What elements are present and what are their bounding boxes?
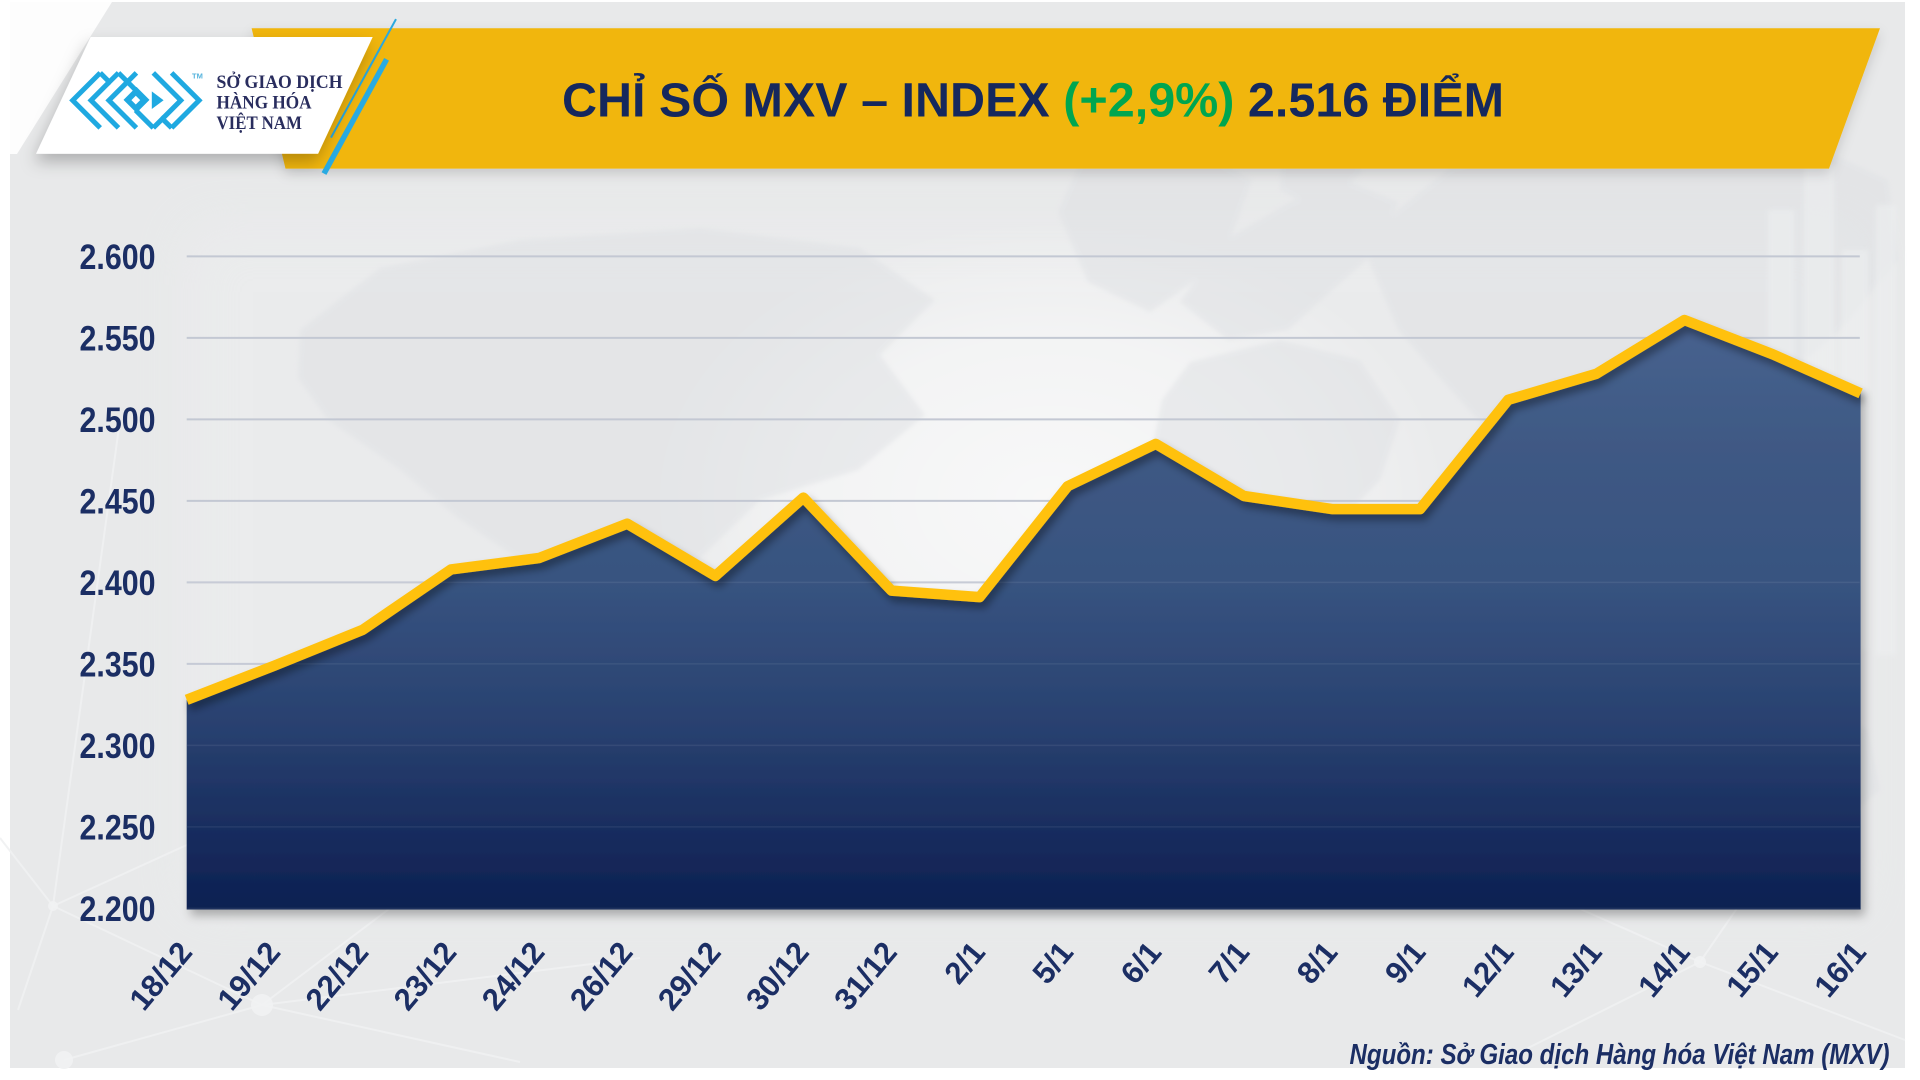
svg-text:2.500: 2.500 bbox=[80, 401, 156, 440]
svg-text:2.550: 2.550 bbox=[80, 319, 156, 358]
svg-text:2.300: 2.300 bbox=[80, 727, 156, 766]
svg-text:2.200: 2.200 bbox=[80, 890, 156, 929]
svg-text:HÀNG HÓA: HÀNG HÓA bbox=[217, 92, 312, 114]
svg-text:SỞ GIAO DỊCH: SỞ GIAO DỊCH bbox=[217, 71, 343, 93]
svg-text:VIỆT NAM: VIỆT NAM bbox=[217, 112, 302, 134]
svg-text:CHỈ SỐ MXV – INDEX (+2,9%) 2.5: CHỈ SỐ MXV – INDEX (+2,9%) 2.516 ĐIỂM bbox=[562, 73, 1504, 128]
svg-text:2.400: 2.400 bbox=[80, 564, 156, 603]
svg-text:2.600: 2.600 bbox=[80, 238, 156, 277]
svg-text:TM: TM bbox=[192, 72, 203, 81]
svg-text:2.350: 2.350 bbox=[80, 645, 156, 684]
svg-text:Nguồn: Sở Giao dịch Hàng hóa V: Nguồn: Sở Giao dịch Hàng hóa Việt Nam (M… bbox=[1350, 1039, 1890, 1071]
svg-text:2.250: 2.250 bbox=[80, 808, 156, 847]
svg-text:2.450: 2.450 bbox=[80, 482, 156, 521]
